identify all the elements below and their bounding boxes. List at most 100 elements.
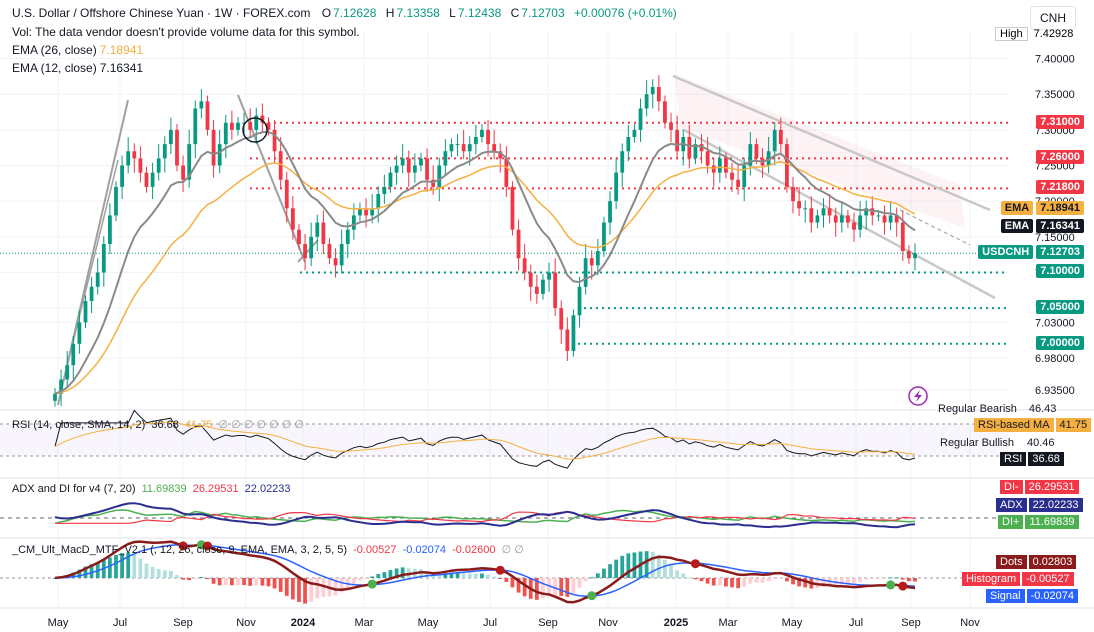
time-tick-12: May [782, 617, 803, 629]
symbol-title[interactable]: U.S. Dollar / Offshore Chinese Yuan · 1W… [12, 6, 311, 20]
candle-body [431, 179, 436, 187]
macd-legend-placeholders: ∅ ∅ [501, 544, 524, 556]
candle-body [510, 186, 515, 230]
price-tag-value-0: 7.31000 [1036, 114, 1084, 129]
candle-body [223, 122, 228, 145]
candle-body [272, 129, 277, 152]
macd-hist-bar [858, 578, 862, 582]
rsi-bear-label: Regular Bearish 46.43 [938, 403, 1056, 415]
di-minus-tag-label: DI- [1000, 480, 1023, 494]
macd-hist-bar [297, 578, 301, 602]
candle-body [742, 165, 747, 187]
price-tag-support-7: 7.05000 [1036, 300, 1084, 315]
price-tick-9: 6.98000 [1035, 353, 1075, 365]
macd-cross-dot [898, 581, 908, 591]
macd-hist-bar [663, 559, 667, 578]
price-tag-value-1: 7.26000 [1036, 150, 1084, 165]
macd-legend[interactable]: _CM_Ult_MacD_MTF_V2.1 (, 12, 26, close, … [12, 543, 524, 556]
candle-body [589, 258, 594, 266]
candle-body [437, 165, 442, 187]
macd-hist-bar [419, 569, 423, 578]
candle-body [565, 329, 570, 351]
macd-hist-bar [461, 573, 466, 578]
ema-26-line [54, 160, 916, 395]
price-tag-ema12-4: EMA 7.16341 [1000, 219, 1084, 234]
macd-hist-bar [541, 578, 545, 599]
candle-body [638, 108, 643, 130]
macd-hist-bar [449, 572, 454, 578]
ema26-legend[interactable]: EMA (26, close) 7.18941 [12, 43, 143, 57]
ema12-legend[interactable]: EMA (12, close) 7.16341 [12, 61, 143, 75]
di-minus-tag: DI- 26.29531 [1000, 480, 1079, 494]
macd-hist-bar [498, 578, 503, 579]
candle-body [663, 101, 667, 123]
macd-hist-bar [394, 568, 399, 578]
signal-tag: Signal -0.02074 [986, 589, 1079, 603]
ema-12-line [54, 130, 916, 395]
macd-hist-bar [522, 578, 527, 597]
candle-body [83, 301, 88, 323]
adx-legend[interactable]: ADX and DI for v4 (7, 20) 11.69839 26.29… [12, 483, 291, 495]
candle-body [376, 194, 381, 209]
currency-button[interactable]: CNH [1030, 6, 1076, 30]
macd-hist-bar [882, 578, 887, 579]
macd-hist-bar [351, 578, 356, 585]
candle-body [541, 279, 545, 294]
candle-body [803, 208, 808, 210]
time-axis[interactable]: May Jul Sep Nov 2024 Mar May Jul Sep Nov 2025 Mar Ma… [48, 617, 981, 629]
candle-body [553, 272, 558, 309]
macd-hist-bar [687, 577, 692, 579]
time-tick-4: 2024 [291, 617, 316, 629]
candle-body [144, 172, 149, 187]
candle-body [53, 393, 57, 401]
rsi-bull-value: 40.46 [1026, 437, 1055, 449]
rsi-legend[interactable]: RSI (14, close, SMA, 14, 2) 36.68 41.75 … [12, 418, 304, 431]
macd-hist-bar [144, 563, 149, 578]
candle-body [150, 172, 155, 187]
adx-legend-v2: 26.29531 [192, 483, 239, 495]
macd-hist-bar [888, 577, 893, 579]
time-tick-2: Sep [173, 617, 193, 629]
candle-body [559, 308, 564, 330]
candle-body [522, 258, 527, 273]
macd-cross-dot [367, 579, 377, 589]
candle-body [754, 144, 759, 159]
candle-body [370, 208, 375, 216]
candle-body [114, 186, 118, 216]
macd-hist-bar [656, 554, 661, 578]
change-value: +0.00076 (+0.01%) [574, 6, 677, 20]
macd-cross-dot [690, 559, 700, 569]
macd-hist-bar [290, 578, 295, 600]
candle-body [492, 144, 497, 152]
candle-body [358, 208, 362, 216]
macd-hist-bar [681, 573, 686, 578]
macd-hist-bar [156, 569, 161, 578]
ema12-legend-value: 7.16341 [99, 61, 144, 75]
low-label: L [449, 6, 456, 20]
time-tick-3: Nov [236, 617, 256, 629]
candle-body [315, 222, 320, 237]
macd-hist-bar [211, 578, 216, 584]
candle-body [778, 129, 783, 145]
macd-cross-dot [178, 541, 188, 551]
time-tick-14: Sep [901, 617, 921, 629]
candle-body [839, 215, 844, 223]
macd-hist-bar [778, 578, 783, 579]
candle-body [321, 222, 326, 244]
macd-hist-bar [559, 578, 564, 596]
high-marker: High 7.42928 [995, 27, 1073, 41]
time-tick-15: Nov [960, 617, 980, 629]
low-value: 7.12438 [457, 6, 502, 20]
candle-body [888, 215, 893, 223]
macd-hist-bar [766, 578, 771, 582]
lightning-icon[interactable] [908, 386, 928, 406]
macd-cross-dot [886, 580, 896, 590]
macd-hist-bar [864, 578, 869, 580]
candle-body [297, 229, 301, 244]
candle-body [394, 165, 399, 173]
rsi-line [54, 409, 916, 469]
candle-body [248, 122, 253, 130]
macd-hist-bar [162, 570, 167, 578]
macd-hist-bar [138, 558, 143, 578]
